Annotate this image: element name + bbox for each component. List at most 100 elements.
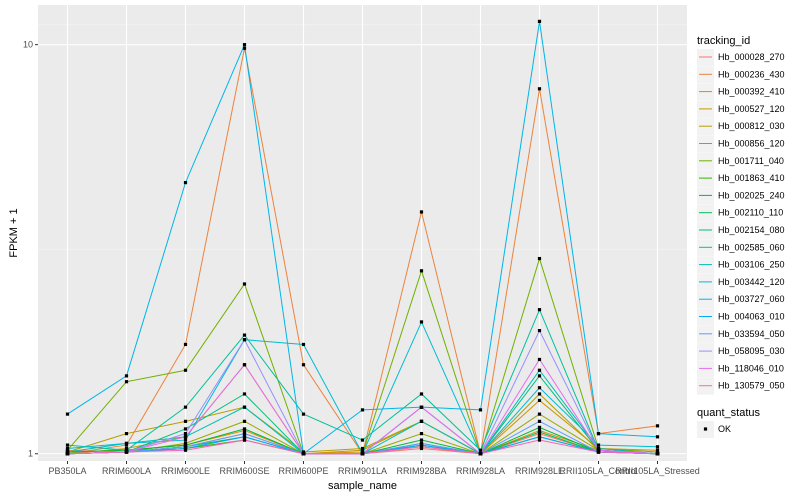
data-point	[65, 446, 70, 451]
data-point	[124, 446, 129, 451]
data-point	[478, 452, 483, 456]
data-point	[242, 333, 247, 337]
data-point	[183, 446, 188, 451]
legend-item: Hb_000527_120	[697, 100, 785, 118]
data-point	[124, 450, 129, 454]
x-tick-label: RRIM600SE	[219, 466, 269, 476]
legend-item: Hb_000856_120	[697, 135, 785, 153]
legend-label: Hb_002154_080	[718, 225, 785, 235]
data-point	[183, 438, 188, 442]
data-point	[537, 430, 542, 434]
data-point	[537, 438, 542, 442]
data-point	[360, 450, 365, 454]
data-point	[537, 374, 542, 378]
legend-item: Hb_118046_010	[697, 360, 784, 378]
data-point	[537, 425, 542, 429]
x-tick-label: RRIM928BA	[396, 466, 446, 476]
data-point	[301, 412, 306, 416]
legend-item: Hb_000812_030	[697, 118, 785, 136]
data-point	[301, 363, 306, 367]
data-point	[242, 46, 247, 50]
x-tick-label: RRIM600PE	[278, 466, 328, 476]
data-point	[419, 210, 424, 214]
data-point	[65, 452, 70, 456]
data-point	[478, 448, 483, 452]
data-point	[596, 448, 601, 452]
data-point	[596, 432, 601, 436]
shape-legend-title: quant_status	[697, 407, 760, 419]
y-axis-title: FPKM + 1	[8, 208, 20, 257]
data-point	[419, 438, 424, 442]
data-point	[419, 269, 424, 273]
legend-item: Hb_000392_410	[697, 83, 785, 101]
legend-label: Hb_001711_040	[718, 156, 784, 166]
x-axis: PB350LA RRIM600LA RRIM600LE RRIM600SE RRIM60…	[48, 461, 700, 476]
legend-label: Hb_000236_430	[718, 69, 785, 79]
data-point	[65, 448, 70, 452]
data-point	[419, 443, 424, 447]
legend-label: Hb_002025_240	[718, 190, 785, 200]
legend-item: Hb_000236_430	[697, 66, 785, 84]
data-point	[537, 419, 542, 423]
data-point	[596, 443, 601, 447]
data-point	[537, 435, 542, 439]
data-point	[65, 450, 70, 454]
legend-item: Hb_001863_410	[697, 170, 785, 188]
x-tick-label: RRIM600LA	[102, 466, 151, 476]
data-point	[183, 368, 188, 372]
data-point	[183, 181, 188, 185]
data-point	[360, 408, 365, 412]
data-point	[537, 392, 542, 396]
data-point	[242, 419, 247, 423]
data-point	[655, 450, 660, 454]
data-point	[242, 427, 247, 431]
legend-item: Hb_002154_080	[697, 222, 785, 239]
data-point	[419, 445, 424, 449]
legend-label: Hb_004063_010	[718, 312, 785, 322]
data-point	[537, 398, 542, 403]
data-point	[124, 441, 129, 445]
legend-item: Hb_002585_060	[697, 239, 785, 257]
data-point	[537, 412, 542, 416]
x-tick-label: RRII105LA_Control	[559, 466, 637, 476]
legend-items: Hb_000028_270 Hb_000236_430 Hb_000392_410 H…	[697, 49, 785, 395]
data-point	[537, 328, 542, 333]
data-point	[360, 446, 365, 451]
x-tick-label: RRIM928LE	[515, 466, 564, 476]
data-point	[419, 441, 424, 445]
data-point	[183, 342, 188, 347]
data-point	[183, 445, 188, 449]
data-point	[183, 427, 188, 431]
data-point	[537, 19, 542, 23]
legend-title: tracking_id	[697, 35, 750, 47]
x-tick-label: RRIM928LA	[456, 466, 505, 476]
legend-label: Hb_000527_120	[718, 104, 785, 114]
y-tick-label: 10	[23, 40, 33, 50]
data-point	[124, 374, 129, 378]
legend-item: Hb_002110_110	[697, 204, 783, 222]
data-point	[419, 320, 424, 324]
legend-item: Hb_003727_060	[697, 291, 785, 309]
data-point	[242, 438, 247, 442]
legend-label: Hb_058095_030	[718, 346, 785, 356]
data-point	[537, 386, 542, 390]
data-point	[301, 452, 306, 456]
shape-legend-items: OK	[697, 421, 731, 438]
legend-label: Hb_000028_270	[718, 52, 785, 62]
data-point	[537, 357, 542, 362]
y-tick-label: 1	[28, 449, 33, 459]
data-point	[183, 443, 188, 447]
shape-legend-marker	[703, 427, 708, 431]
x-tick-label: RRIM901LA	[338, 466, 387, 476]
data-point	[183, 448, 188, 452]
legend-item: Hb_004063_010	[697, 308, 785, 326]
y-axis: 1 10	[23, 40, 38, 459]
data-point	[301, 342, 306, 347]
data-point	[596, 446, 601, 451]
data-point	[242, 363, 247, 367]
x-tick-label: RRIM600LE	[161, 466, 210, 476]
data-point	[655, 445, 660, 449]
data-point	[360, 452, 365, 456]
data-point	[65, 412, 70, 416]
x-axis-title: sample_name	[328, 480, 397, 492]
